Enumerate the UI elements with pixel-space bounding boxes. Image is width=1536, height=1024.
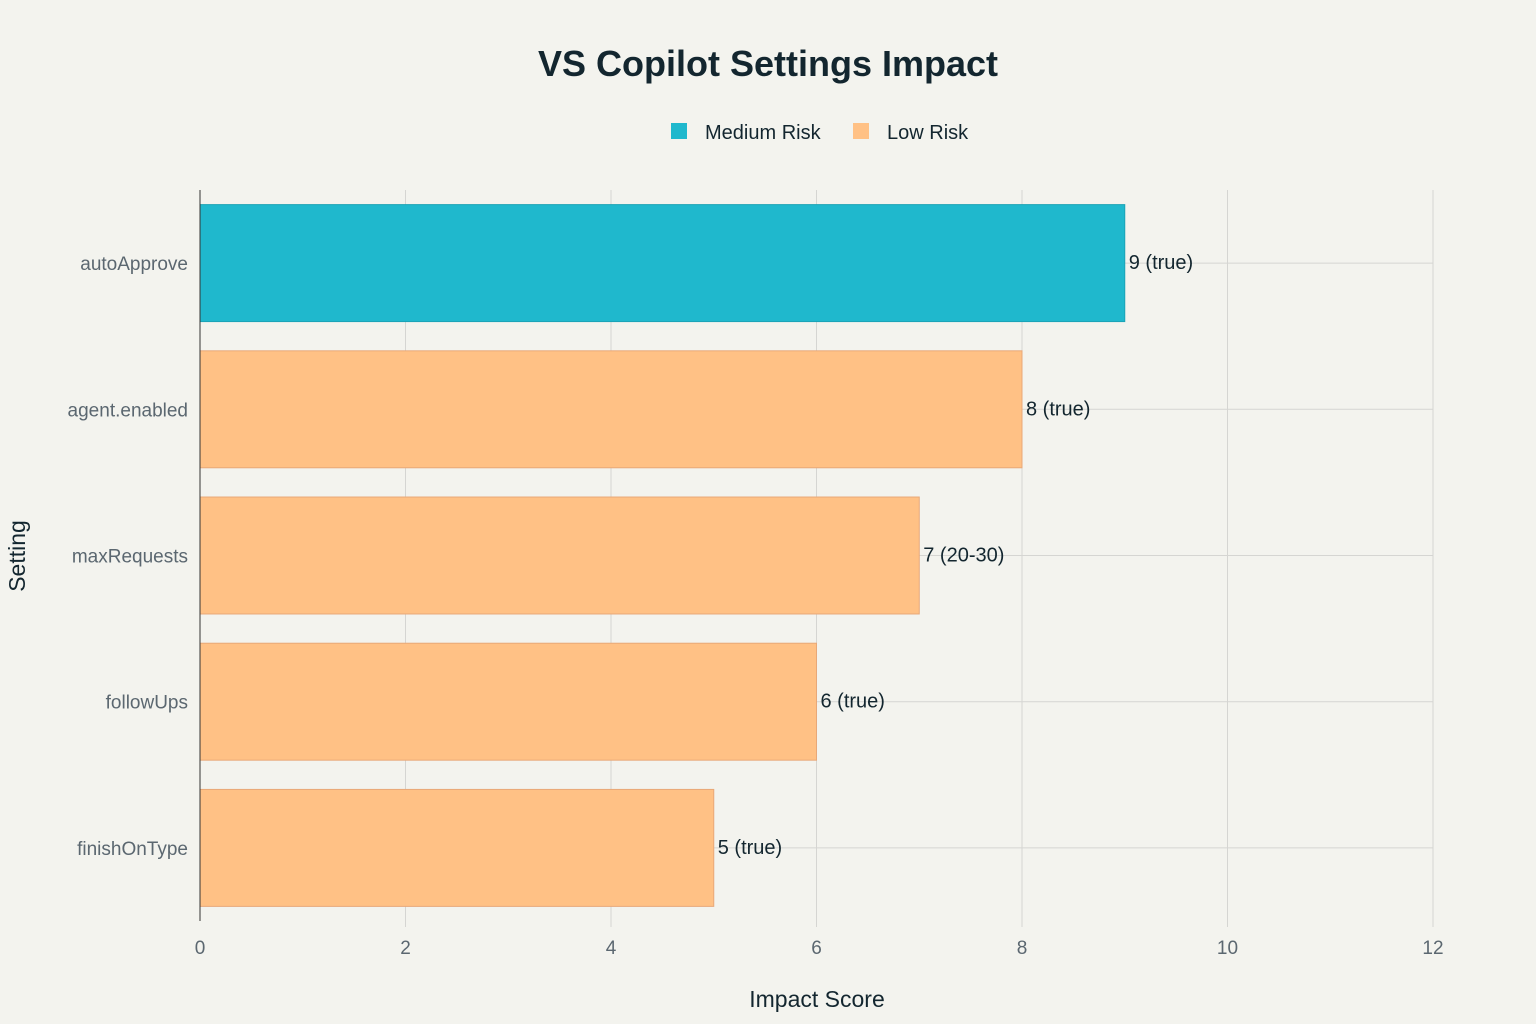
legend-swatch-medium-risk bbox=[671, 123, 687, 139]
x-tick-label: 8 bbox=[1017, 938, 1028, 959]
data-label: 5 (true) bbox=[718, 837, 782, 859]
x-tick-label: 4 bbox=[606, 938, 617, 959]
bar-finishOnType bbox=[199, 788, 715, 907]
data-labels: 9 (true) 8 (true) 7 (20-30) 6 (true) 5 (true… bbox=[718, 252, 1193, 859]
category-label: followUps bbox=[106, 693, 188, 714]
x-tick-label: 2 bbox=[400, 938, 411, 959]
data-label: 7 (20-30) bbox=[923, 545, 1004, 567]
chart-title: VS Copilot Settings Impact bbox=[538, 43, 998, 84]
legend: Medium Risk Low Risk bbox=[671, 122, 969, 144]
x-tick-label: 0 bbox=[195, 938, 206, 959]
x-tick-label: 10 bbox=[1217, 938, 1238, 959]
data-label: 8 (true) bbox=[1026, 398, 1090, 420]
category-label: maxRequests bbox=[72, 547, 188, 568]
bar-agent-enabled bbox=[199, 350, 1023, 469]
y-axis-label: Setting bbox=[4, 520, 30, 592]
category-label: finishOnType bbox=[77, 839, 188, 860]
category-label: autoApprove bbox=[80, 254, 188, 275]
bar-maxRequests bbox=[199, 496, 920, 615]
legend-label-medium-risk: Medium Risk bbox=[705, 122, 822, 144]
bar-followUps bbox=[199, 642, 817, 761]
legend-label-low-risk: Low Risk bbox=[887, 122, 969, 144]
data-label: 6 (true) bbox=[821, 691, 885, 713]
category-labels: autoApprove agent.enabled maxRequests follo… bbox=[68, 254, 188, 860]
legend-swatch-low-risk bbox=[853, 123, 869, 139]
bars-group bbox=[199, 204, 1126, 907]
bar-autoApprove bbox=[199, 204, 1126, 323]
category-label: agent.enabled bbox=[68, 400, 188, 421]
data-label: 9 (true) bbox=[1129, 252, 1193, 274]
x-axis-label: Impact Score bbox=[749, 986, 885, 1012]
x-tick-labels: 0 2 4 6 8 10 12 bbox=[195, 938, 1444, 959]
x-tick-label: 12 bbox=[1422, 938, 1443, 959]
x-tick-label: 6 bbox=[811, 938, 822, 959]
